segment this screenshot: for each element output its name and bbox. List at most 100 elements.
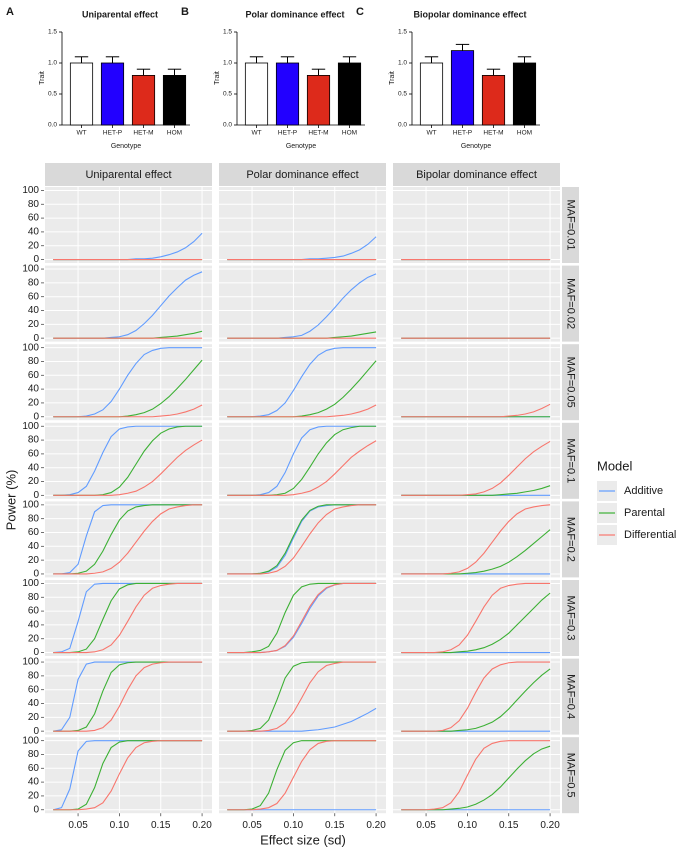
row-strip — [562, 422, 579, 499]
x-axis-label: Genotype — [286, 143, 316, 150]
y-tick-label: 60 — [28, 213, 40, 224]
panel-background — [393, 344, 560, 421]
column-strip — [393, 163, 560, 186]
y-tick-label: 60 — [28, 763, 40, 774]
series-line — [53, 582, 203, 654]
panel-background — [45, 501, 212, 578]
y-tick-label: 0 — [33, 569, 39, 580]
y-tick-label: 40 — [28, 462, 40, 473]
y-tick-label: 60 — [28, 527, 40, 538]
y-tick-label: 1.5 — [223, 29, 232, 36]
row-strip-label: MAF=0.2 — [565, 517, 577, 562]
y-tick-label: 100 — [22, 578, 39, 589]
column-strip-label: Bipolar dominance effect — [416, 169, 537, 181]
y-tick-label: 20 — [28, 476, 40, 487]
y-tick-label: 100 — [22, 657, 39, 668]
bar — [337, 62, 362, 126]
x-tick-label: HOM — [342, 130, 357, 137]
y-tick-label: 40 — [28, 620, 40, 631]
y-tick-label: 0 — [33, 490, 39, 501]
bar — [162, 75, 187, 126]
y-tick-label: 80 — [28, 199, 40, 210]
row-strip-label: MAF=0.1 — [565, 438, 577, 483]
y-axis-label: Trait — [39, 71, 46, 85]
y-tick-label: 60 — [28, 370, 40, 381]
panel-background — [45, 737, 212, 814]
series-line — [53, 404, 203, 418]
x-tick-label: 0.15 — [325, 820, 345, 831]
y-tick-label: 100 — [22, 185, 39, 196]
panel-background — [219, 422, 386, 499]
x-tick-label: 0.20 — [192, 820, 212, 831]
x-axis-label: Effect size (sd) — [260, 832, 346, 847]
y-tick-label: 0 — [33, 647, 39, 658]
x-tick-label: 0.20 — [366, 820, 386, 831]
y-tick-label: 40 — [28, 384, 40, 395]
y-tick-label: 20 — [28, 712, 40, 723]
panel-background — [393, 265, 560, 342]
y-tick-label: 100 — [22, 735, 39, 746]
x-tick-label: 0.05 — [242, 820, 262, 831]
y-tick-label: 20 — [28, 398, 40, 409]
series-line — [53, 504, 203, 575]
y-tick-label: 100 — [22, 499, 39, 510]
row-strip-label: MAF=0.4 — [565, 674, 577, 719]
row-strip — [562, 265, 579, 342]
chart-title: Polar dominance effect — [245, 9, 344, 19]
panel-background — [219, 501, 386, 578]
bar — [481, 75, 506, 126]
panel-label: C — [356, 6, 364, 18]
bar — [131, 75, 156, 126]
series-line — [401, 661, 551, 732]
y-tick-label: 80 — [28, 592, 40, 603]
y-tick-label: 80 — [28, 749, 40, 760]
y-tick-label: 20 — [28, 240, 40, 251]
row-strip-label: MAF=0.5 — [565, 753, 577, 798]
y-tick-label: 60 — [28, 291, 40, 302]
legend-label: Parental — [624, 507, 665, 519]
x-tick-label: HOM — [167, 130, 182, 137]
x-tick-label: WT — [426, 130, 436, 137]
x-tick-label: HET-P — [453, 130, 472, 137]
bar — [69, 62, 94, 126]
legend-title: Model — [597, 458, 633, 473]
x-tick-label: 0.05 — [416, 820, 436, 831]
y-tick-label: 80 — [28, 513, 40, 524]
column-strip-label: Polar dominance effect — [246, 169, 358, 181]
y-tick-label: 80 — [28, 278, 40, 289]
x-tick-label: HET-P — [278, 130, 297, 137]
y-tick-label: 60 — [28, 449, 40, 460]
y-tick-label: 0.5 — [223, 91, 232, 98]
row-strip-label: MAF=0.01 — [565, 199, 577, 250]
x-tick-label: 0.10 — [284, 820, 304, 831]
y-tick-label: 0.0 — [48, 122, 57, 129]
panel-background — [393, 187, 560, 263]
y-tick-label: 1.0 — [223, 60, 232, 67]
y-tick-label: 40 — [28, 305, 40, 316]
series-line — [227, 661, 377, 732]
y-tick-label: 20 — [28, 791, 40, 802]
panel-background — [219, 737, 386, 814]
series-line — [401, 740, 551, 811]
x-tick-label: 0.05 — [68, 820, 88, 831]
panel-background — [393, 501, 560, 578]
y-tick-label: 0 — [33, 411, 39, 422]
panel-background — [45, 580, 212, 656]
y-tick-label: 1.0 — [48, 60, 57, 67]
series-line — [401, 504, 551, 575]
y-tick-label: 100 — [22, 421, 39, 432]
y-tick-label: 40 — [28, 777, 40, 788]
series-line — [53, 439, 203, 496]
x-axis-label: Genotype — [461, 143, 491, 150]
y-tick-label: 0 — [33, 254, 39, 265]
y-tick-label: 60 — [28, 606, 40, 617]
y-tick-label: 0.5 — [48, 91, 57, 98]
panel-label: B — [181, 6, 189, 18]
series-line — [53, 425, 203, 496]
panel-background — [219, 187, 386, 263]
bar — [244, 62, 269, 126]
x-tick-label: 0.10 — [458, 820, 478, 831]
y-tick-label: 60 — [28, 684, 40, 695]
y-tick-label: 100 — [22, 342, 39, 353]
